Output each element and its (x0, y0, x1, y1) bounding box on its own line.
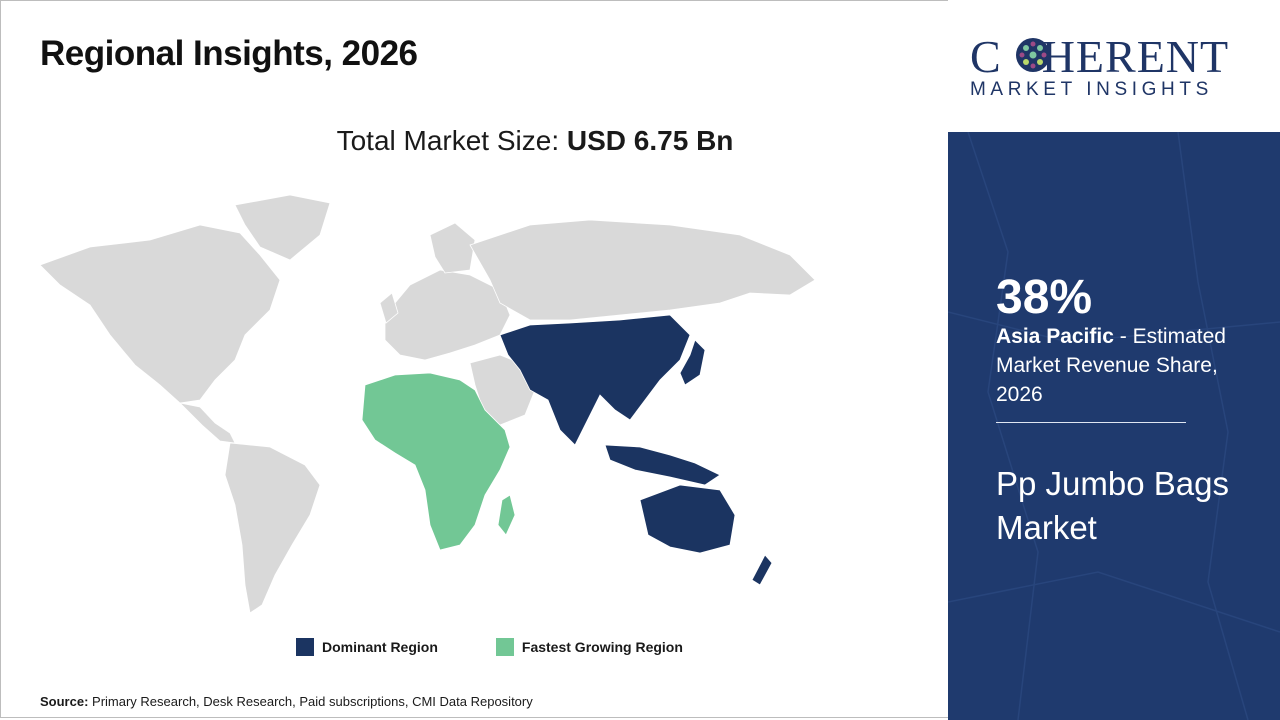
share-description: Asia Pacific - Estimated Market Revenue … (996, 322, 1266, 409)
central-america (178, 402, 236, 444)
market-name: Pp Jumbo Bags Market (996, 465, 1229, 546)
logo-subtitle: MARKET INSIGHTS (970, 79, 1213, 100)
africa-region (361, 372, 511, 551)
logo-wordmark: C HERENT (970, 30, 1229, 83)
middle-east (469, 354, 536, 426)
scandinavia (429, 222, 476, 274)
share-region: Asia Pacific (996, 325, 1114, 348)
logo-sphere-icon (1016, 38, 1050, 72)
legend-item-fastest: Fastest Growing Region (495, 638, 683, 656)
legend-swatch-dominant (296, 638, 314, 656)
page-title: Regional Insights, 2026 (40, 34, 418, 73)
map-legend: Dominant Region Fastest Growing Region (296, 638, 741, 656)
market-size-value: USD 6.75 Bn (566, 125, 734, 156)
logo-word-right: HERENT (1041, 31, 1230, 82)
insight-panel: 38% Asia Pacific - Estimated Market Reve… (948, 132, 1280, 720)
asia-pacific-mainland (499, 314, 691, 446)
source-label: Source: (40, 694, 89, 709)
north-america (39, 224, 281, 404)
share-text: - Estimated Market Revenue Share, 2026 (996, 325, 1226, 406)
uk-ireland (379, 292, 399, 324)
logo-word-left: C (970, 31, 1002, 82)
southeast-asia-islands (604, 444, 721, 486)
world-map (39, 194, 816, 614)
new-zealand-region (751, 554, 773, 586)
panel-divider (996, 422, 1186, 423)
source-note: Source: Primary Research, Desk Research,… (40, 694, 533, 709)
content-frame (0, 0, 948, 718)
madagascar-region (497, 494, 516, 536)
legend-item-dominant: Dominant Region (296, 638, 438, 656)
company-logo: C HERENT MARKET INSIGHTS (948, 0, 1280, 132)
japan-region (679, 339, 706, 386)
share-percent: 38% (996, 271, 1093, 324)
legend-label-dominant: Dominant Region (322, 639, 438, 655)
panel-texture (948, 132, 1280, 720)
south-america (224, 442, 321, 614)
russia (469, 219, 816, 321)
total-market-size: Total Market Size: USD 6.75 Bn (0, 125, 1070, 157)
legend-label-fastest: Fastest Growing Region (521, 639, 683, 655)
australia-region (639, 484, 736, 554)
market-size-label: Total Market Size: (336, 125, 560, 156)
source-text: Primary Research, Desk Research, Paid su… (92, 694, 533, 709)
greenland (234, 194, 331, 261)
legend-swatch-fastest (495, 638, 514, 656)
